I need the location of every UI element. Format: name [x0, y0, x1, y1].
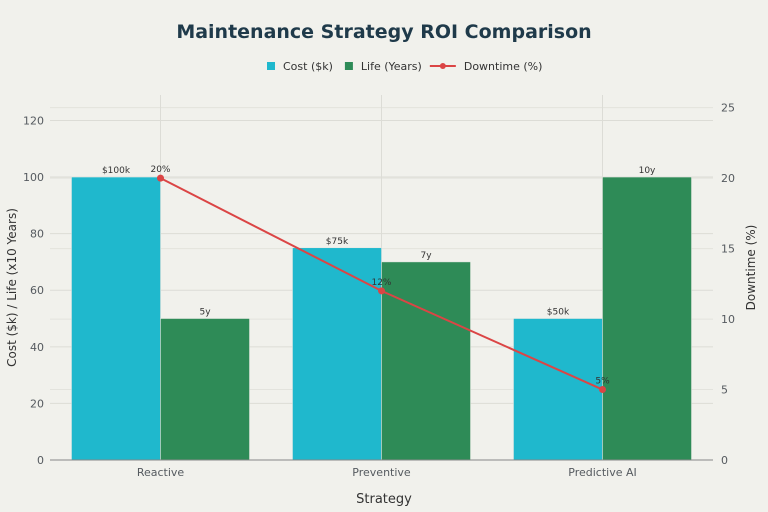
line-label: 12% [371, 278, 391, 288]
downtime-point [378, 287, 385, 295]
legend-label: Cost ($k) [283, 60, 333, 73]
y2-tick-label: 0 [721, 454, 728, 467]
bar-cost [71, 176, 161, 461]
x-axis-title: Strategy [356, 492, 412, 507]
bar-cost [513, 318, 603, 461]
y2-axis-title: Downtime (%) [744, 225, 758, 311]
bar-label: $75k [326, 237, 349, 247]
bar-label: $100k [102, 166, 131, 176]
legend-swatch [344, 62, 353, 70]
bar-life [381, 261, 471, 461]
legend-marker [439, 63, 446, 69]
y2-tick-label: 5 [721, 384, 728, 397]
y-tick-label: 100 [23, 171, 44, 184]
x-tick-label: Preventive [352, 466, 411, 479]
y2-tick-label: 25 [721, 102, 735, 115]
y-tick-label: 0 [37, 454, 44, 467]
x-tick-label: Reactive [137, 466, 185, 479]
y-axis-title: Cost ($k) / Life (x10 Years) [5, 208, 19, 367]
y2-tick-label: 20 [721, 172, 735, 185]
line-label: 5% [595, 377, 610, 387]
downtime-point [599, 386, 606, 394]
downtime-point [157, 174, 164, 182]
bar-label: 5y [199, 308, 211, 318]
y-tick-label: 80 [30, 228, 44, 241]
chart-title: Maintenance Strategy ROI Comparison [176, 21, 591, 43]
bar-life [160, 318, 250, 461]
bar-cost [292, 247, 382, 461]
line-label: 20% [150, 165, 170, 175]
y-tick-label: 60 [30, 284, 44, 297]
y2-tick-label: 10 [721, 313, 735, 326]
y-tick-label: 40 [30, 341, 44, 354]
legend-label: Life (Years) [361, 60, 422, 73]
bar-life [602, 176, 692, 461]
y2-tick-label: 15 [721, 243, 735, 256]
legend-swatch [267, 62, 275, 70]
legend-label: Downtime (%) [464, 60, 543, 73]
bar-label: 10y [639, 166, 656, 176]
y-tick-label: 120 [23, 114, 44, 127]
bar-label: 7y [420, 251, 432, 261]
x-tick-label: Predictive AI [568, 466, 637, 479]
bar-label: $50k [547, 308, 570, 318]
y-tick-label: 20 [30, 397, 44, 410]
